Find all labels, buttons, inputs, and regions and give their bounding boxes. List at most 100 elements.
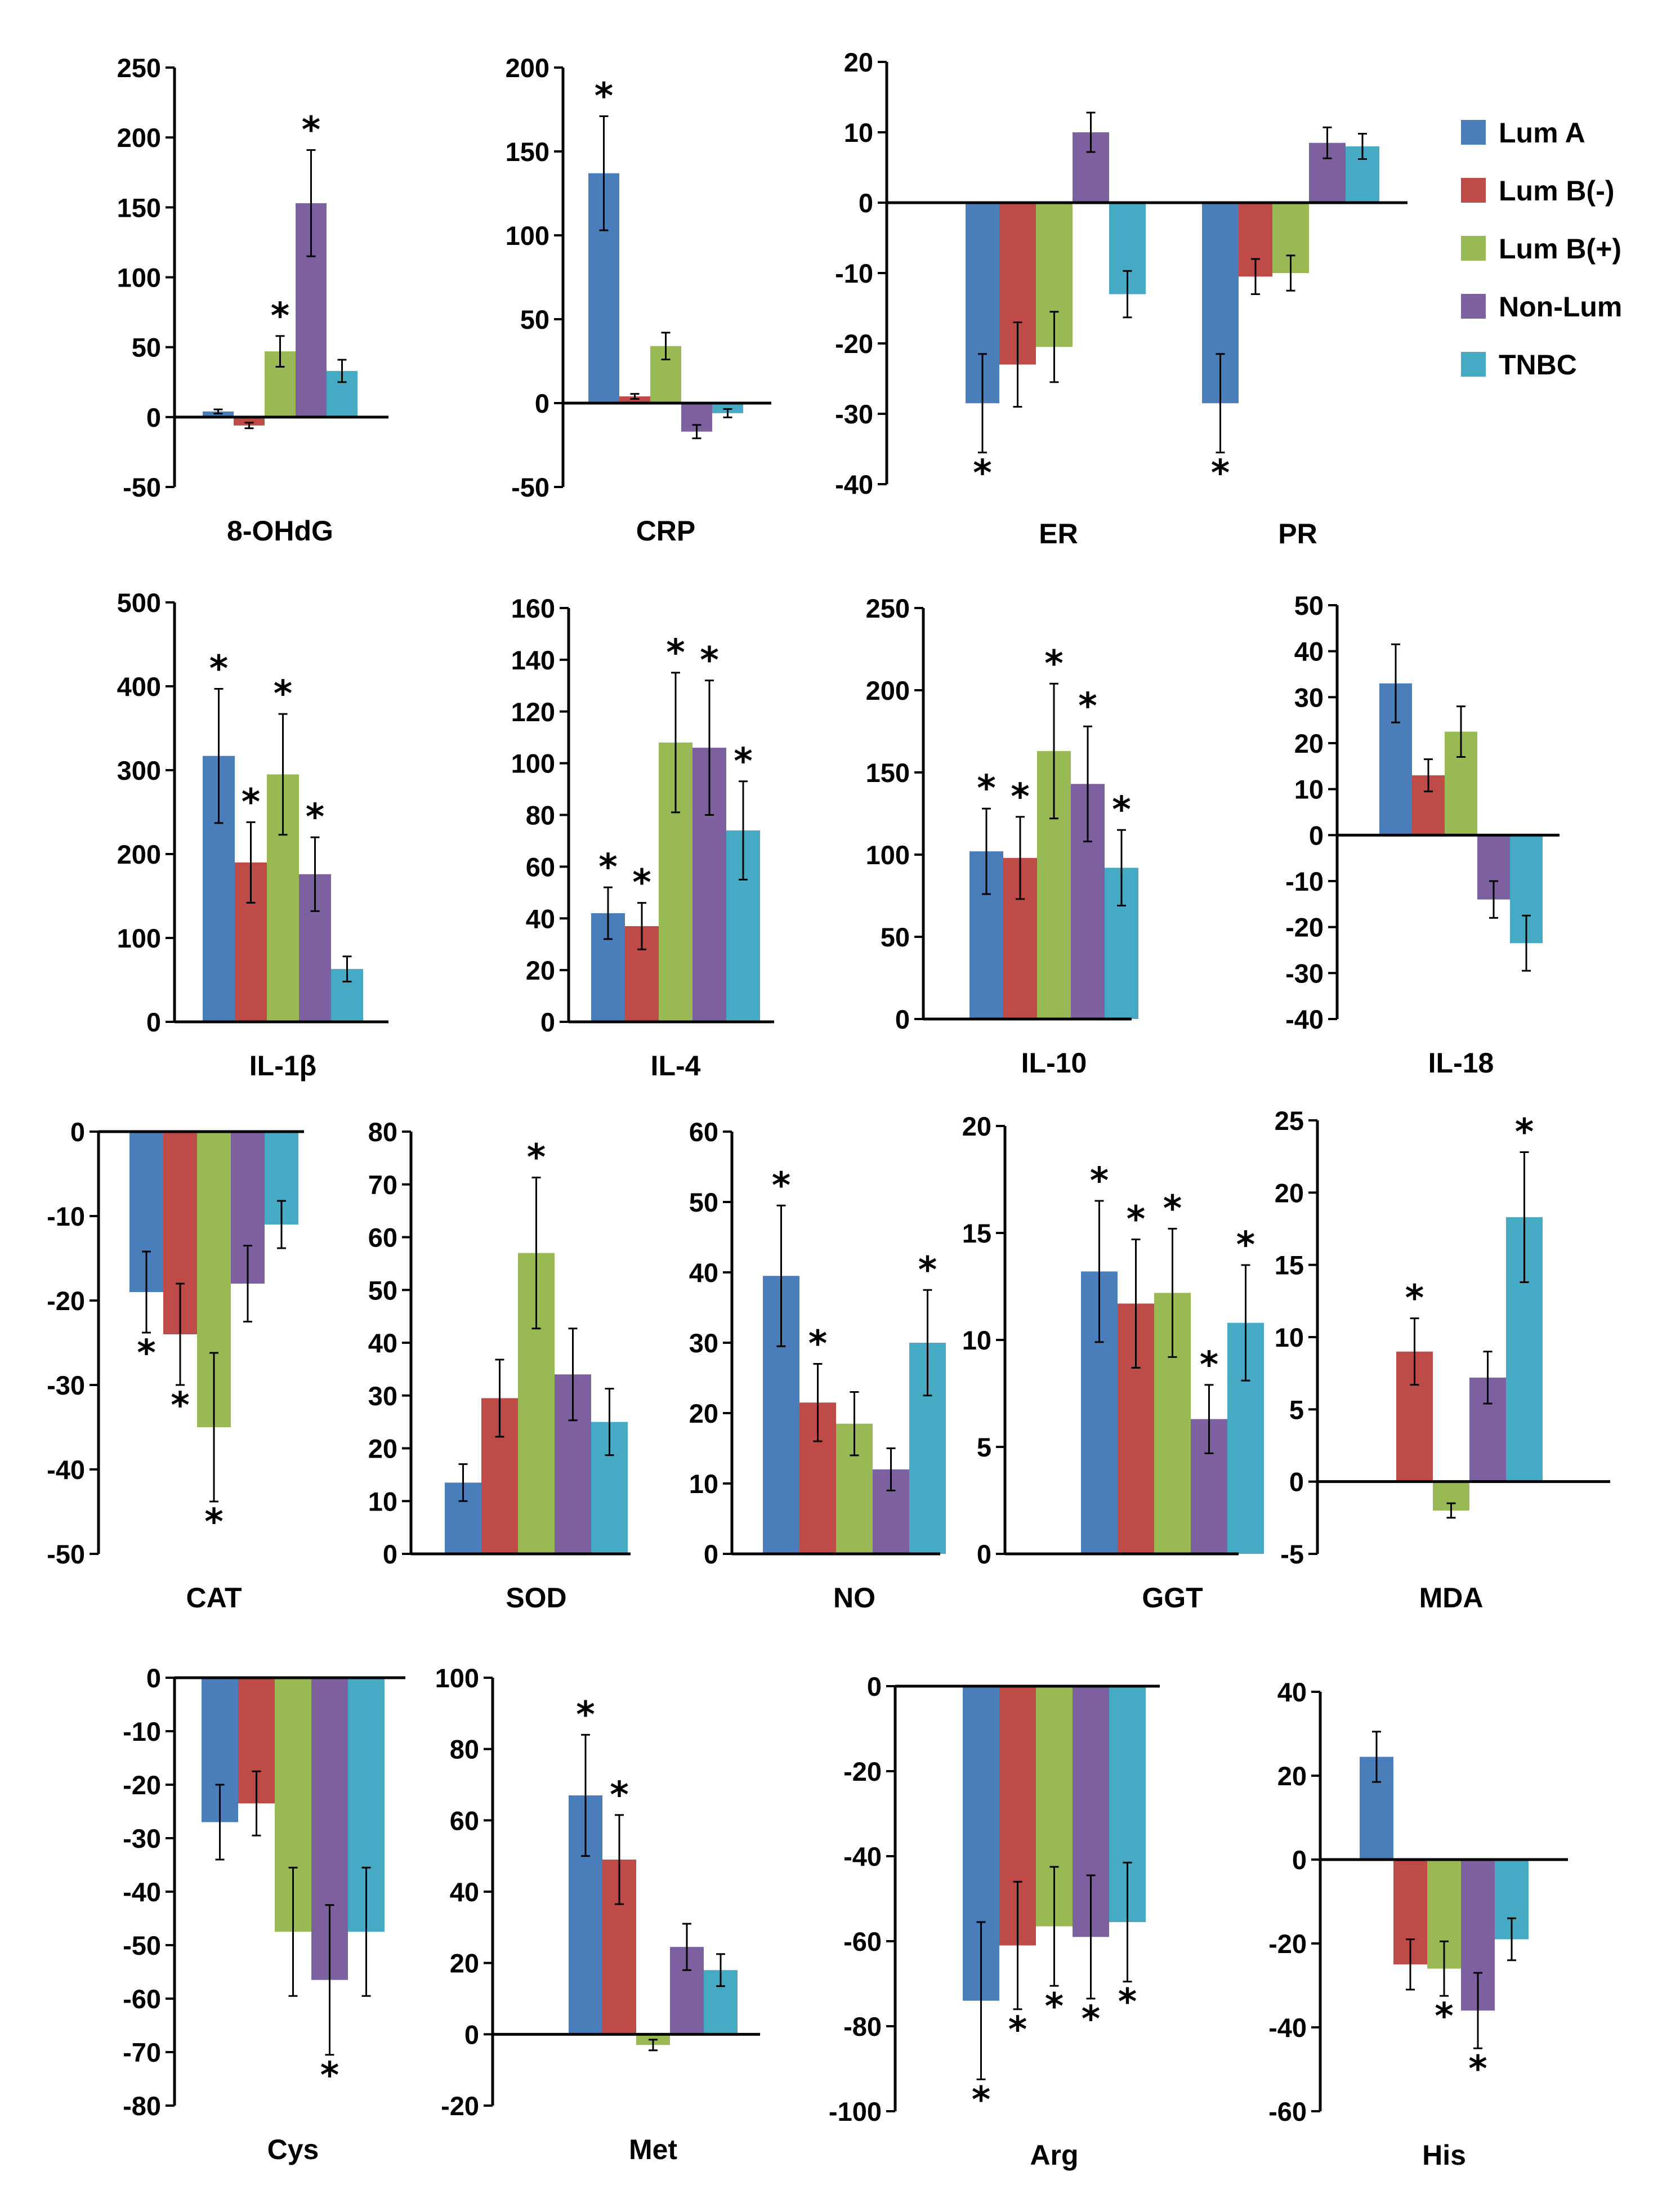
significance-marker: * bbox=[1236, 1225, 1255, 1266]
legend-label-non-lum: Non-Lum bbox=[1499, 291, 1622, 323]
y-tick-label: -80 bbox=[843, 2012, 882, 2041]
panel-his: -60 -40 -20 0 20 40 * * His bbox=[1268, 1677, 1568, 2171]
significance-marker: * bbox=[274, 673, 292, 715]
y-tick-label: 0 bbox=[540, 1007, 555, 1037]
y-tick-label: -60 bbox=[843, 1927, 882, 1956]
significance-marker: * bbox=[1090, 1160, 1109, 1202]
y-tick-label: 10 bbox=[962, 1325, 991, 1355]
panel-8-ohdg: -50 0 50 100 150 200 250 * * 8-OHdG bbox=[117, 53, 388, 547]
y-tick-label: 20 bbox=[526, 955, 555, 985]
y-tick-label: -20 bbox=[835, 329, 873, 359]
panel-il-10: 0 50 100 150 200 250 * * * * * IL-10 bbox=[866, 593, 1138, 1079]
y-tick-label: 100 bbox=[117, 923, 161, 953]
panel-title: NO bbox=[833, 1582, 875, 1614]
panel-title: IL-4 bbox=[651, 1050, 701, 1082]
y-tick-label: 0 bbox=[146, 1007, 161, 1037]
y-tick-label: 150 bbox=[866, 758, 910, 788]
y-tick-label: 100 bbox=[511, 749, 555, 779]
significance-marker: * bbox=[1211, 453, 1230, 494]
y-tick-label: 200 bbox=[506, 53, 549, 83]
y-tick-label: -20 bbox=[843, 1757, 882, 1786]
chart-panels: -50050100150200250**8-OHdG-5005010015020… bbox=[47, 47, 1610, 2171]
y-tick-label: -50 bbox=[123, 1931, 161, 1960]
y-tick-label: 40 bbox=[450, 1877, 479, 1907]
panel-arg: -100 -80 -60 -40 -20 0 * * * * * Arg bbox=[829, 1672, 1160, 2171]
panel-title: Arg bbox=[1030, 2139, 1078, 2171]
y-tick-label: 80 bbox=[450, 1735, 479, 1764]
panel-il-18: -40 -30 -20 -10 0 10 20 30 40 50 IL-18 bbox=[1285, 591, 1560, 1079]
y-tick-label: 10 bbox=[844, 118, 873, 148]
y-tick-label: 30 bbox=[368, 1381, 397, 1411]
y-tick-label: 40 bbox=[1294, 637, 1324, 667]
significance-marker: * bbox=[1118, 1982, 1137, 2023]
y-tick-label: 0 bbox=[895, 1004, 910, 1034]
y-tick-label: 0 bbox=[1292, 1845, 1307, 1875]
significance-marker: * bbox=[918, 1249, 937, 1291]
significance-marker: * bbox=[1515, 1111, 1534, 1153]
y-tick-label: 120 bbox=[511, 697, 555, 727]
panel-title: IL-1β bbox=[249, 1050, 316, 1082]
y-tick-label: 0 bbox=[859, 188, 873, 218]
chart-legend: Lum A Lum B(-) Lum B(+) Non-Lum TNBC bbox=[1461, 117, 1622, 381]
significance-marker: * bbox=[271, 296, 289, 337]
y-tick-label: -40 bbox=[1268, 2013, 1307, 2043]
significance-marker: * bbox=[666, 632, 685, 674]
y-tick-label: -40 bbox=[843, 1842, 882, 1871]
significance-marker: * bbox=[1200, 1344, 1218, 1386]
y-tick-label: 70 bbox=[368, 1170, 397, 1200]
significance-marker: * bbox=[1468, 2048, 1487, 2090]
y-tick-label: 0 bbox=[977, 1539, 991, 1569]
significance-marker: * bbox=[1112, 789, 1131, 831]
y-tick-label: -5 bbox=[1280, 1539, 1304, 1569]
panel-cat: -50 -40 -30 -20 -10 0 * * * CAT bbox=[47, 1117, 304, 1614]
y-tick-label: 0 bbox=[704, 1539, 718, 1569]
y-tick-label: 0 bbox=[146, 1663, 161, 1693]
y-tick-label: 50 bbox=[520, 305, 549, 334]
significance-marker: * bbox=[772, 1165, 790, 1206]
panel-title: SOD bbox=[506, 1582, 566, 1614]
panel-title: CRP bbox=[636, 515, 696, 547]
y-tick-label: 140 bbox=[511, 645, 555, 675]
panel-title: MDA bbox=[1419, 1582, 1484, 1614]
y-tick-label: 160 bbox=[511, 593, 555, 623]
y-tick-label: -50 bbox=[47, 1539, 85, 1569]
panel-title: IL-18 bbox=[1428, 1047, 1494, 1079]
y-tick-label: -30 bbox=[835, 399, 873, 429]
panel-title: 8-OHdG bbox=[227, 515, 333, 547]
y-tick-label: -20 bbox=[47, 1286, 85, 1316]
significance-marker: * bbox=[700, 640, 718, 682]
legend-swatch-non-lum bbox=[1461, 294, 1486, 319]
y-tick-label: 0 bbox=[1289, 1467, 1304, 1497]
panel-er-pr: -40 -30 -20 -10 0 10 20 * * ER PR bbox=[835, 47, 1408, 549]
y-tick-label: 0 bbox=[867, 1672, 882, 1701]
y-tick-label: 500 bbox=[117, 588, 161, 618]
panel-title: CAT bbox=[186, 1582, 242, 1614]
y-tick-label: 20 bbox=[1294, 729, 1324, 758]
panel-ggt: 0 5 10 15 20 * * * * * GGT bbox=[962, 1111, 1264, 1614]
significance-marker: * bbox=[1008, 2009, 1027, 2051]
significance-marker: * bbox=[320, 2055, 339, 2097]
x-category-label: PR bbox=[1278, 518, 1317, 549]
y-tick-label: 50 bbox=[368, 1275, 397, 1305]
significance-marker: * bbox=[204, 1502, 223, 1543]
y-tick-label: 50 bbox=[132, 333, 161, 363]
y-tick-label: 30 bbox=[689, 1328, 718, 1358]
significance-marker: * bbox=[302, 110, 320, 151]
y-tick-label: -60 bbox=[1268, 2097, 1307, 2126]
bar-lum-b bbox=[234, 417, 265, 426]
y-tick-label: -40 bbox=[835, 470, 873, 499]
y-tick-label: -50 bbox=[511, 472, 549, 502]
significance-marker: * bbox=[632, 863, 651, 904]
y-tick-label: 20 bbox=[844, 47, 873, 77]
y-tick-label: 0 bbox=[146, 403, 161, 432]
y-tick-label: 40 bbox=[689, 1258, 718, 1288]
y-tick-label: 20 bbox=[1277, 1761, 1307, 1791]
y-tick-label: 80 bbox=[368, 1117, 397, 1147]
panel-sod: 0 10 20 30 40 50 60 70 80 * SOD bbox=[368, 1117, 631, 1614]
y-tick-label: -40 bbox=[123, 1877, 161, 1907]
y-tick-label: 200 bbox=[866, 676, 910, 705]
y-tick-label: -100 bbox=[829, 2097, 882, 2126]
y-tick-label: 0 bbox=[383, 1539, 397, 1569]
y-tick-label: 10 bbox=[368, 1486, 397, 1516]
panel-title: His bbox=[1422, 2139, 1466, 2171]
